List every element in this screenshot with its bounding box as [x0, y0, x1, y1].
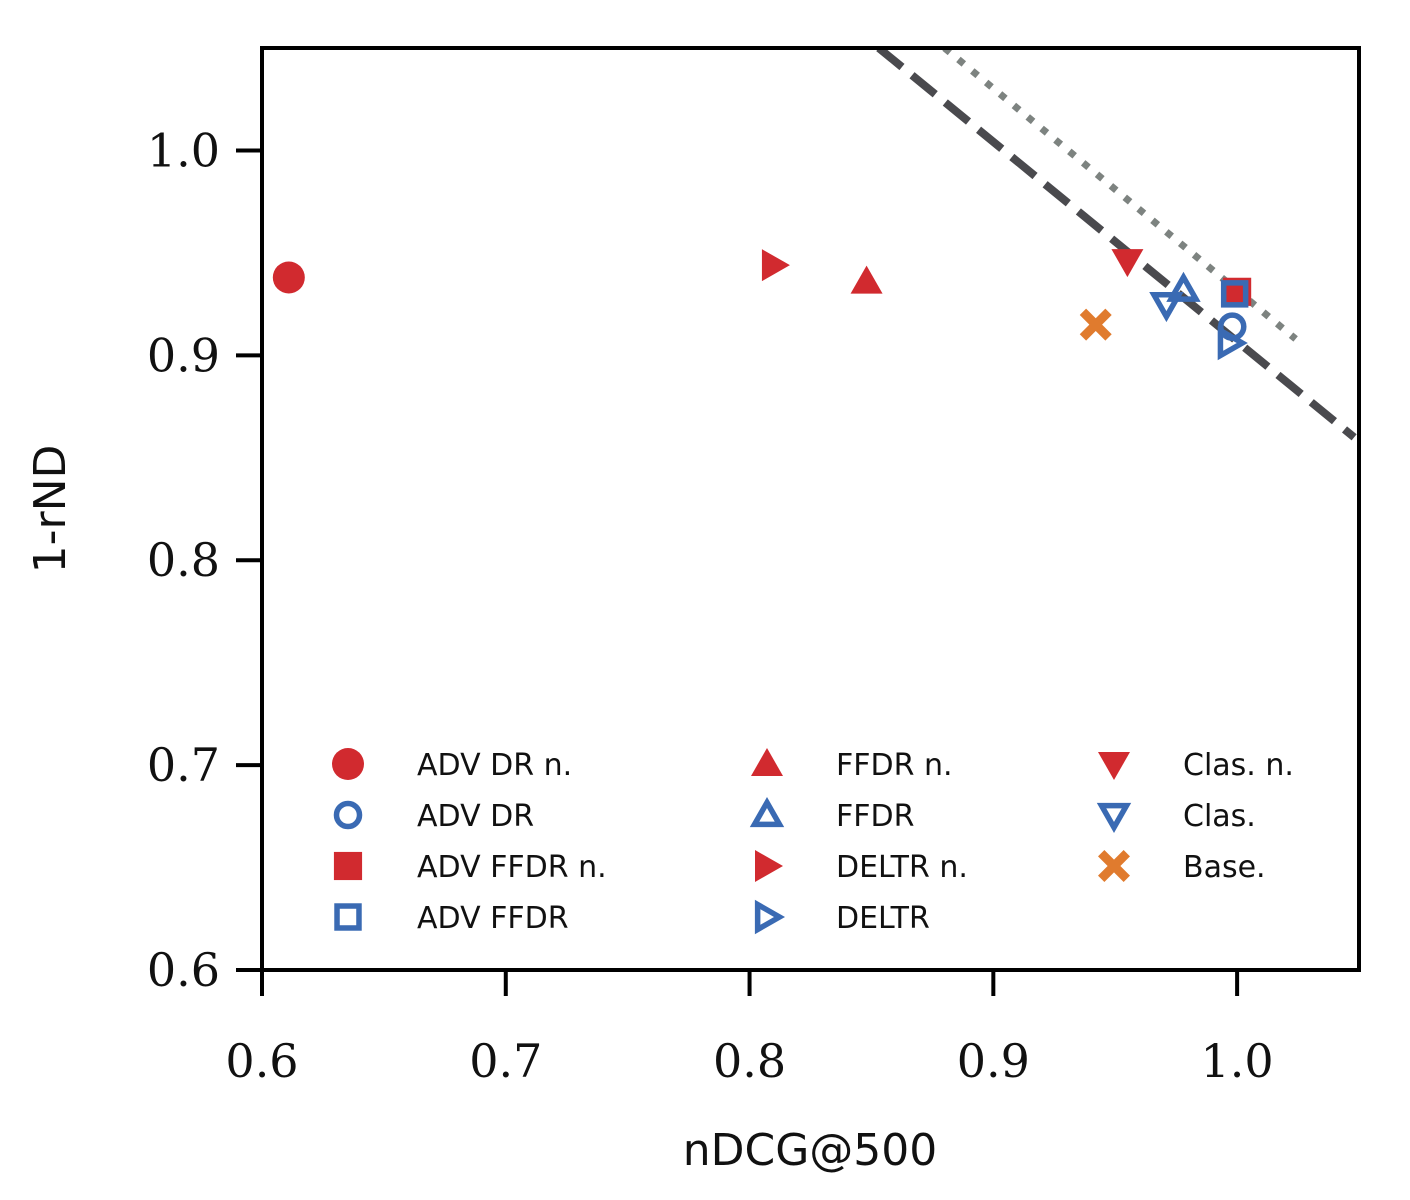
legend-marker	[333, 800, 363, 830]
data-point	[1111, 249, 1144, 278]
legend-marker	[332, 748, 364, 780]
plot-frame	[260, 46, 1361, 972]
data-points	[272, 249, 1252, 361]
legend: ADV DR n. ADV DR ADV FFDR n. ADV FFDR FFDR n…	[332, 748, 1294, 936]
data-point	[761, 249, 790, 282]
legend-label: ADV DR	[417, 799, 534, 834]
legend-marker	[751, 748, 783, 776]
y-tick-label: 0.6	[147, 943, 220, 997]
data-point	[850, 265, 883, 294]
legend-label: DELTR	[836, 901, 930, 936]
x-tick-label: 1.0	[1201, 1034, 1274, 1088]
legend-label: FFDR	[836, 799, 914, 834]
data-point	[1217, 325, 1248, 361]
data-point	[272, 261, 305, 294]
data-point	[1149, 292, 1184, 323]
y-axis-title: 1-rND	[25, 445, 76, 574]
legend-marker	[754, 899, 786, 935]
y-tick-label: 1.0	[147, 123, 220, 177]
legend-label: ADV FFDR n.	[417, 850, 607, 885]
legend-label: Base.	[1183, 850, 1266, 885]
x-axis-ticks: 0.6 0.7 0.8 0.9 1.0	[225, 970, 1274, 1088]
reference-line-dashed	[876, 48, 1357, 441]
legend-marker	[334, 903, 362, 931]
data-point	[1220, 280, 1249, 308]
x-tick-label: 0.7	[469, 1034, 542, 1088]
x-tick-label: 0.9	[957, 1034, 1030, 1088]
y-tick-label: 0.9	[147, 328, 220, 382]
x-axis-title: nDCG@500	[683, 1125, 938, 1176]
y-tick-label: 0.8	[147, 533, 220, 587]
x-tick-label: 0.6	[225, 1034, 298, 1088]
legend-label: Clas.	[1183, 799, 1256, 834]
reference-lines	[876, 48, 1357, 441]
legend-marker	[1098, 752, 1130, 780]
y-axis-ticks: 0.6 0.7 0.8 0.9 1.0	[147, 123, 262, 997]
legend-label: DELTR n.	[836, 850, 968, 885]
legend-marker	[749, 796, 785, 828]
legend-label: Clas. n.	[1183, 748, 1294, 783]
legend-label: FFDR n.	[836, 748, 953, 783]
x-tick-label: 0.8	[713, 1034, 786, 1088]
legend-marker	[755, 850, 783, 882]
y-tick-label: 0.7	[147, 738, 220, 792]
legend-label: ADV FFDR	[417, 901, 569, 936]
legend-marker	[1096, 802, 1132, 834]
data-point	[1166, 271, 1201, 302]
legend-marker	[1098, 850, 1130, 882]
data-point	[1079, 308, 1112, 341]
legend-marker	[333, 851, 363, 881]
legend-label: ADV DR n.	[417, 748, 572, 783]
